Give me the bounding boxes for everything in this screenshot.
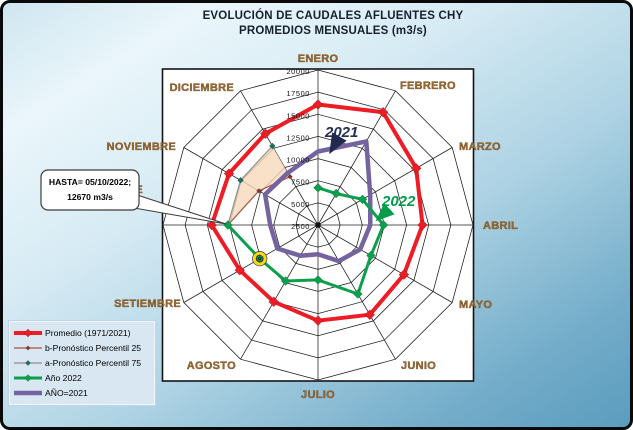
forecast-band — [227, 146, 291, 225]
legend-item-ano2021: AÑO=2021 — [13, 386, 152, 400]
month-label-abril: ABRIL — [483, 220, 518, 232]
grid-spoke — [240, 224, 319, 360]
series-marker-a-o-2022 — [366, 250, 376, 261]
series-marker-promedio-1971-2021- — [377, 106, 389, 118]
series-line-a-o-2022 — [226, 186, 385, 296]
legend-marker — [23, 328, 33, 338]
legend-label-percentil75: a-Pronóstico Percentil 75 — [45, 358, 142, 368]
chart-title: EVOLUCIÓN DE CAUDALES AFLUENTES CHY PROM… — [168, 9, 498, 39]
legend-label-ano2021: AÑO=2021 — [45, 388, 88, 398]
axis-tick-label: 12500 — [286, 133, 310, 142]
axis-tick-label: 10000 — [286, 156, 310, 165]
legend-swatch-promedio — [14, 328, 42, 338]
month-label-mayo: MAYO — [459, 299, 492, 311]
series-marker-promedio-1971-2021- — [206, 219, 218, 231]
axis-tick-label: 5000 — [291, 200, 310, 209]
series-marker-a-pron-stico-percentil-75 — [269, 142, 276, 150]
month-label-marzo: MARZO — [459, 141, 501, 153]
series-marker-a-pron-stico-percentil-75 — [237, 176, 244, 184]
legend-item-percentil75: a-Pronóstico Percentil 75 — [13, 356, 152, 370]
series-marker-b-pron-stico-percentil-25 — [287, 173, 293, 180]
series-marker-a-o-2022 — [280, 276, 291, 286]
annotation-2022: 2022 — [381, 193, 416, 210]
legend-swatch-ano2022 — [14, 374, 42, 382]
radar-chart: 2500 5000 7500 10000 12500 15000 17500 20000 EN… — [40, 53, 518, 401]
legend-swatch-percentil25 — [14, 345, 42, 351]
series-marker-a-o-2022 — [331, 188, 342, 199]
series-marker-promedio-1971-2021- — [410, 162, 422, 174]
legend-marker — [25, 345, 31, 351]
chart-title-line1: EVOLUCIÓN DE CAUDALES AFLUENTES CHY — [202, 10, 464, 22]
center-dot — [315, 222, 321, 228]
series-marker-a-o-2022 — [353, 289, 363, 299]
month-label-enero: ENERO — [298, 53, 339, 65]
month-label-julio: JULIO — [301, 389, 335, 401]
month-label-agosto: AGOSTO — [187, 360, 236, 372]
legend-marker — [25, 360, 31, 366]
legend-swatch-percentil75 — [14, 360, 42, 366]
callout-box — [40, 169, 140, 211]
month-label-febrero: FEBRERO — [400, 80, 456, 92]
series-marker-promedio-1971-2021- — [398, 269, 410, 280]
legend-item-ano2022: Año 2022 — [13, 371, 152, 385]
callout-line1: HASTA= 05/10/2022; — [49, 177, 131, 187]
legend-item-percentil25: b-Pronóstico Percentil 25 — [13, 341, 152, 355]
series-marker-promedio-1971-2021- — [312, 99, 324, 110]
month-label-diciembre: DICIEMBRE — [170, 82, 234, 94]
series-line-a-o-2021 — [262, 139, 373, 264]
series-marker-promedio-1971-2021- — [223, 168, 235, 179]
grid-spoke — [317, 224, 453, 303]
annotation-2021: 2021 — [324, 124, 358, 141]
highlight-center — [257, 256, 262, 261]
highlight-ring — [253, 251, 267, 266]
series-marker-promedio-1971-2021- — [268, 296, 280, 308]
legend-label-ano2022: Año 2022 — [45, 373, 82, 383]
series-marker-promedio-1971-2021- — [259, 128, 271, 140]
month-label-noviembre: NOVIEMBRE — [107, 141, 176, 153]
series-marker-a-o-2022 — [378, 220, 389, 230]
legend-label-percentil25: b-Pronóstico Percentil 25 — [45, 343, 142, 353]
series-marker-promedio-1971-2021- — [364, 309, 376, 321]
series-marker-promedio-1971-2021- — [417, 219, 428, 231]
highlight-ring-inner — [255, 254, 264, 263]
axis-tick-label: 20000 — [286, 67, 310, 76]
month-label-junio: JUNIO — [401, 360, 436, 372]
series-marker-b-pron-stico-percentil-25 — [256, 188, 262, 194]
grid-spoke — [317, 147, 453, 226]
chart-title-line2: PROMEDIOS MENSUALES (m3/s) — [239, 25, 427, 37]
axis-tick-label: 7500 — [291, 178, 310, 187]
legend-marker — [24, 374, 32, 382]
annotation-2022-arrow — [375, 202, 395, 222]
highlight-ring-outer — [252, 251, 268, 267]
legend-swatch-ano2021 — [14, 390, 42, 396]
series-marker-promedio-1971-2021- — [234, 264, 246, 276]
series-marker-a-o-2022 — [357, 194, 368, 205]
month-label-setiembre: SETIEMBRE — [114, 298, 181, 310]
annotation-2021-arrow — [329, 132, 347, 155]
grid-spoke — [183, 224, 319, 303]
chart-legend: Promedio (1971/2021) b-Pronóstico Percen… — [8, 320, 156, 406]
legend-item-promedio: Promedio (1971/2021) — [13, 326, 152, 340]
axis-tick-label: 15000 — [286, 111, 310, 120]
callout-line2: 12670 m3/s — [67, 192, 113, 202]
series-marker-a-o-2022 — [313, 275, 323, 285]
legend-label-promedio: Promedio (1971/2021) — [45, 328, 131, 338]
series-marker-promedio-1971-2021- — [312, 315, 324, 327]
series-marker-a-o-2022 — [313, 182, 323, 193]
axis-tick-label: 2500 — [291, 222, 310, 231]
axis-tick-label: 17500 — [286, 89, 310, 98]
